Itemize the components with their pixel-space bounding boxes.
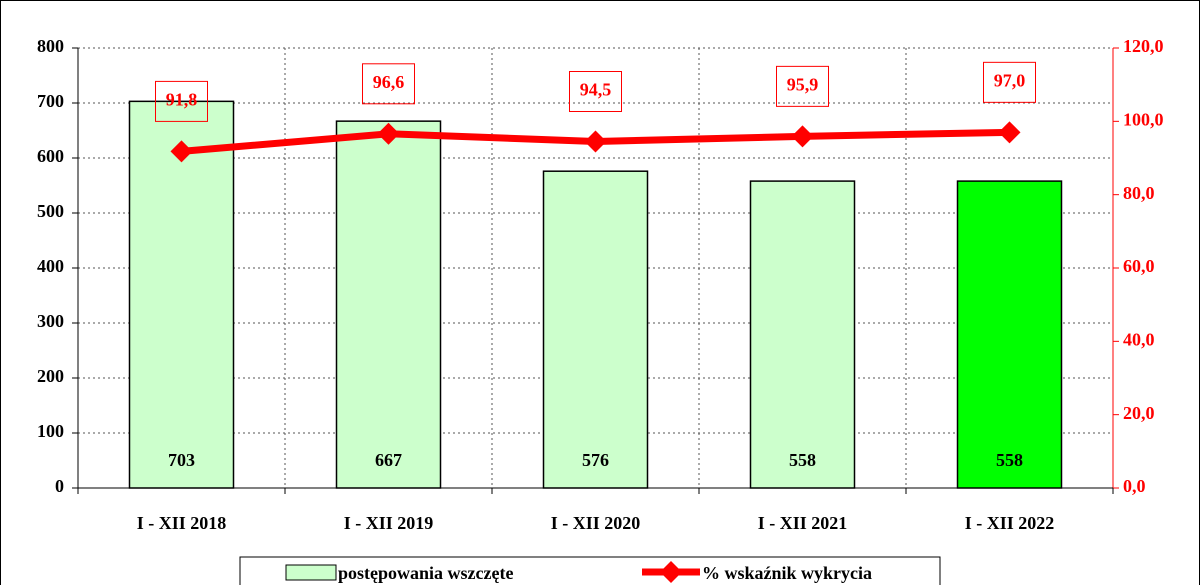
line-marker	[377, 122, 400, 145]
legend-label: postępowania wszczęte	[338, 563, 513, 583]
bar	[128, 100, 235, 489]
y2-tick-label: 120,0	[1123, 36, 1164, 56]
y-tick-label: 700	[37, 91, 64, 111]
bar	[335, 120, 442, 489]
y2-tick-label: 0,0	[1123, 476, 1146, 496]
y-tick-label: 500	[37, 201, 64, 221]
line-marker	[791, 125, 814, 148]
legend-swatch	[285, 564, 337, 581]
line-value-label: 91,8	[166, 90, 198, 110]
line-value-label: 97,0	[994, 70, 1026, 90]
value-label-box	[155, 80, 208, 122]
line-marker	[584, 130, 607, 153]
x-tick-label: I - XII 2021	[758, 513, 848, 533]
line-value-label: 94,5	[580, 80, 612, 100]
line-marker	[998, 121, 1021, 144]
value-label-box	[362, 63, 415, 105]
y2-tick-label: 60,0	[1123, 256, 1155, 276]
x-tick-label: I - XII 2018	[137, 513, 227, 533]
bar	[542, 170, 649, 489]
bar-value-label: 558	[789, 450, 816, 470]
legend-label: % wskaźnik wykrycia	[702, 563, 872, 583]
y-tick-label: 600	[37, 146, 64, 166]
bar-value-label: 576	[582, 450, 609, 470]
value-label-box	[776, 65, 829, 107]
bar	[956, 180, 1063, 489]
y-tick-label: 0	[55, 476, 64, 496]
y2-tick-label: 100,0	[1123, 109, 1164, 129]
line-marker	[170, 140, 193, 163]
y-tick-label: 100	[37, 421, 64, 441]
x-tick-label: I - XII 2020	[551, 513, 641, 533]
y-tick-label: 800	[37, 36, 64, 56]
y2-tick-label: 80,0	[1123, 183, 1155, 203]
x-tick-label: I - XII 2019	[344, 513, 434, 533]
line-value-label: 96,6	[373, 72, 405, 92]
bar-value-label: 703	[168, 450, 195, 470]
x-tick-label: I - XII 2022	[965, 513, 1055, 533]
value-label-box	[983, 61, 1036, 103]
y-tick-label: 300	[37, 311, 64, 331]
y2-tick-label: 20,0	[1123, 403, 1155, 423]
bar-value-label: 558	[996, 450, 1023, 470]
y-tick-label: 400	[37, 256, 64, 276]
legend-marker	[660, 561, 682, 583]
y2-tick-label: 40,0	[1123, 329, 1155, 349]
bar-value-label: 667	[375, 450, 402, 470]
bar	[749, 180, 856, 489]
value-label-box	[569, 71, 622, 112]
y-tick-label: 200	[37, 366, 64, 386]
legend-box	[239, 556, 941, 585]
line-value-label: 95,9	[787, 74, 819, 94]
